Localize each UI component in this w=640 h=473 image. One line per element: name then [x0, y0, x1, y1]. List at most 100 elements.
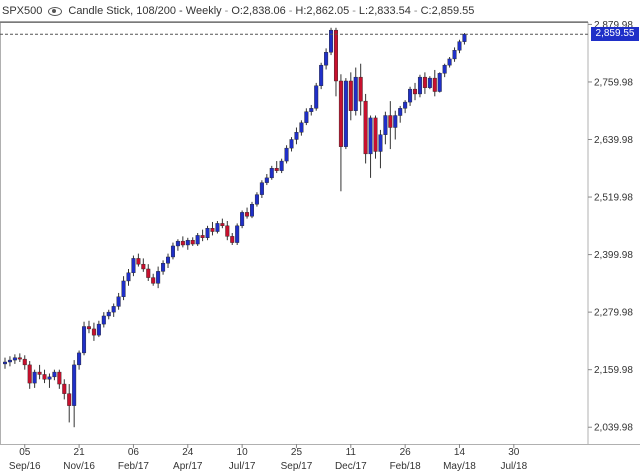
candle-down [413, 88, 418, 95]
close-value: C:2,859.55 [420, 5, 475, 17]
candle-up [324, 52, 329, 66]
candle-up [269, 168, 274, 179]
candle-up [126, 272, 131, 282]
candle-down [220, 223, 225, 227]
candle-up [47, 376, 52, 380]
last-price-badge: 2,859.55 [591, 27, 639, 42]
candle-up [398, 108, 403, 116]
x-day-label: 05 [19, 447, 31, 458]
candle-down [22, 358, 27, 366]
candle-up [442, 64, 447, 74]
candle-up [309, 108, 314, 112]
candle-up [393, 115, 398, 128]
candle-up [12, 357, 17, 361]
x-month-label: Jul/18 [500, 461, 527, 472]
candle-up [249, 204, 254, 217]
candle-up [96, 323, 101, 336]
x-month-label: Apr/17 [173, 461, 203, 472]
candle-up [279, 160, 284, 171]
candle-down [62, 383, 67, 394]
candle-up [3, 361, 7, 365]
x-day-label: 26 [400, 447, 412, 458]
candle-up [289, 139, 294, 149]
candle-up [383, 115, 388, 135]
x-day-label: 11 [346, 447, 357, 458]
high-value: H:2,862.05 [295, 5, 350, 17]
candle-down [27, 364, 32, 384]
x-month-label: Sep/17 [281, 461, 313, 472]
x-day-label: 25 [291, 447, 303, 458]
candle-up [82, 326, 87, 354]
candle-up [106, 311, 111, 317]
candle-down [42, 374, 47, 380]
candle-down [37, 371, 42, 375]
candle-up [447, 58, 452, 66]
candle-down [432, 77, 437, 92]
candle-up [457, 41, 462, 51]
candle-up [156, 271, 161, 284]
candle-up [72, 364, 77, 406]
candle-down [225, 225, 230, 237]
candle-down [67, 393, 72, 406]
x-month-label: May/18 [443, 461, 476, 472]
candle-down [388, 115, 393, 128]
eye-icon[interactable] [48, 6, 63, 16]
candle-up [121, 280, 126, 297]
candle-down [348, 80, 353, 111]
x-day-label: 30 [508, 447, 520, 458]
symbol-label[interactable]: SPX500 [2, 5, 43, 17]
y-tick-label: 2,879.98 [594, 20, 633, 31]
candle-up [437, 73, 442, 92]
candle-down [274, 168, 279, 171]
candle-down [210, 228, 215, 232]
candle-up [343, 80, 348, 147]
candle-down [190, 239, 195, 245]
candle-up [170, 245, 175, 258]
candle-down [141, 263, 146, 270]
candle-up [264, 177, 269, 183]
candle-up [175, 240, 180, 247]
candle-down [180, 240, 185, 246]
candle-up [284, 147, 289, 162]
open-value: O:2,838.06 [231, 5, 286, 17]
separator: - [413, 5, 418, 17]
plot-frame [0, 22, 589, 445]
candle-up [32, 371, 37, 384]
y-tick-label: 2,399.98 [594, 250, 633, 261]
candle-down [358, 76, 363, 102]
candle-up [403, 101, 408, 109]
candle-up [111, 306, 116, 313]
x-month-label: Feb/17 [118, 461, 150, 472]
candle-up [408, 88, 413, 103]
x-month-label: Jul/17 [229, 461, 256, 472]
candle-down [136, 258, 141, 265]
chart-description: Candle Stick, 108/200 - Weekly [68, 5, 222, 17]
x-day-label: 06 [128, 447, 140, 458]
separator: - [288, 5, 293, 17]
x-day-label: 10 [237, 447, 249, 458]
candle-up [452, 50, 457, 60]
candle-up [195, 235, 200, 245]
x-month-label: Sep/16 [9, 461, 41, 472]
x-month-label: Nov/16 [63, 461, 95, 472]
candle-up [131, 258, 136, 274]
candle-up [166, 256, 171, 264]
x-day-label: 21 [74, 447, 86, 458]
candle-up [368, 117, 373, 155]
candle-up [215, 223, 220, 232]
candle-down [363, 100, 368, 155]
x-day-label: 24 [182, 447, 194, 458]
low-value: L:2,833.54 [358, 5, 411, 17]
candle-down [146, 268, 151, 278]
candle-down [17, 357, 22, 360]
candle-down [373, 117, 378, 152]
candle-up [101, 315, 106, 325]
candle-up [240, 212, 245, 227]
candle-down [245, 212, 250, 217]
candle-up [185, 239, 190, 246]
candle-up [52, 371, 57, 378]
candle-up [205, 228, 210, 238]
candle-down [338, 80, 343, 147]
separator: - [352, 5, 356, 17]
